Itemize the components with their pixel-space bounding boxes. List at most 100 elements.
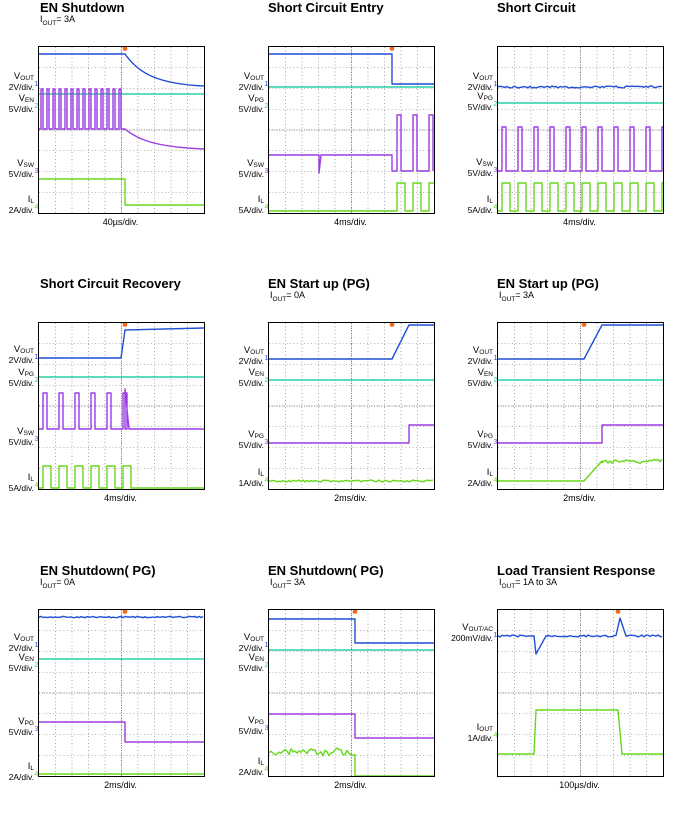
scope-panel: Short Circuit Recovery VOUT 2V/div. 1 VPG 5V/… bbox=[9, 276, 258, 536]
trace-vsw bbox=[498, 126, 663, 172]
scope-plot bbox=[39, 610, 204, 776]
scope-plot bbox=[498, 323, 663, 489]
time-per-division: 4ms/div. bbox=[334, 217, 367, 227]
channel-label: IOUT 1A/div. bbox=[467, 722, 493, 743]
channel-marker: 2 bbox=[34, 103, 39, 110]
channel-marker: 1 bbox=[264, 81, 269, 88]
time-per-division: 4ms/div. bbox=[104, 493, 137, 503]
panel-condition: IOUT= 3A bbox=[499, 290, 535, 303]
trace-vout bbox=[39, 327, 204, 359]
trace-il bbox=[269, 747, 434, 776]
scope-screen bbox=[497, 609, 664, 777]
channel-marker: 3 bbox=[264, 725, 269, 732]
scope-plot bbox=[498, 47, 663, 213]
trigger-marker bbox=[389, 47, 395, 51]
scope-center-axes bbox=[39, 610, 204, 776]
scope-panel: EN Start up (PG) IOUT= 3A VOUT 2V/div. 1 VEN 5… bbox=[468, 276, 676, 536]
channel-marker: 2 bbox=[34, 662, 39, 669]
channel-label: VPG 5V/div. bbox=[238, 429, 264, 450]
channel-label: VSW 5V/div. bbox=[238, 158, 264, 179]
trace-il bbox=[39, 178, 204, 206]
scope-screen bbox=[497, 46, 664, 214]
trace-vout bbox=[269, 618, 434, 644]
time-per-division: 2ms/div. bbox=[563, 493, 596, 503]
trace-vout bbox=[498, 324, 663, 360]
panel-condition: IOUT= 3A bbox=[40, 14, 76, 27]
channel-label: IL 2A/div. bbox=[238, 756, 264, 777]
channel-label: VPG 5V/div. bbox=[238, 715, 264, 736]
scope-screen bbox=[268, 609, 435, 777]
channel-label: VSW 5V/div. bbox=[8, 158, 34, 179]
channel-marker: 1 bbox=[493, 81, 498, 88]
channel-label: VSW 5V/div. bbox=[8, 426, 34, 447]
panel-condition: IOUT= 1A to 3A bbox=[499, 577, 558, 590]
scope-panel: EN Start up (PG) IOUT= 0A VOUT 2V/div. 1 VEN 5… bbox=[239, 276, 488, 536]
time-per-division: 2ms/div. bbox=[104, 780, 137, 790]
channel-label: VOUT 2V/div. bbox=[8, 632, 34, 653]
trace-vout bbox=[39, 615, 204, 619]
panel-condition: IOUT= 0A bbox=[270, 290, 306, 303]
channel-marker: 2 bbox=[264, 662, 269, 669]
trace-il bbox=[269, 182, 434, 212]
channel-label: VEN 5V/div. bbox=[467, 367, 493, 388]
channel-marker: 3 bbox=[34, 168, 39, 175]
channel-label: VPG 5V/div. bbox=[8, 367, 34, 388]
channel-label: VPG 5V/div. bbox=[238, 93, 264, 114]
channel-label: VOUT 2V/div. bbox=[238, 71, 264, 92]
panel-title: EN Shutdown bbox=[40, 0, 125, 15]
channel-label: VEN 5V/div. bbox=[238, 652, 264, 673]
channel-marker: 3 bbox=[493, 167, 498, 174]
trace-vout bbox=[498, 85, 663, 89]
channel-marker: 2 bbox=[493, 101, 498, 108]
channel-marker: 3 bbox=[34, 436, 39, 443]
trace-vsw bbox=[39, 88, 204, 150]
channel-marker: 2 bbox=[264, 103, 269, 110]
channel-marker: 1 bbox=[34, 354, 39, 361]
panel-title: EN Shutdown( PG) bbox=[40, 563, 156, 578]
trigger-marker bbox=[122, 47, 128, 51]
panel-title: EN Shutdown( PG) bbox=[268, 563, 384, 578]
trigger-marker bbox=[122, 610, 128, 614]
channel-label: IL 5A/div. bbox=[467, 194, 493, 215]
channel-marker: 2 bbox=[34, 377, 39, 384]
scope-screen bbox=[38, 46, 205, 214]
scope-panel: EN Shutdown( PG) IOUT= 3A VOUT 2V/div. 1 VEN 5… bbox=[239, 563, 488, 823]
scope-center-axes bbox=[498, 610, 663, 776]
channel-marker: 4 bbox=[493, 732, 498, 739]
channel-label: VOUT/AC 200mV/div. bbox=[451, 622, 493, 643]
trace-il bbox=[498, 182, 663, 212]
scope-panel: Load Transient Response IOUT= 1A to 3A VOU… bbox=[451, 563, 676, 823]
channel-label: IL 1A/div. bbox=[238, 467, 264, 488]
panel-title: Short Circuit Recovery bbox=[40, 276, 181, 291]
scope-panel: Short Circuit VOUT 2V/div. 1 VPG 5V/div. 2 VSW 5… bbox=[468, 0, 676, 260]
scope-screen bbox=[38, 609, 205, 777]
panel-title: EN Start up (PG) bbox=[268, 276, 370, 291]
channel-label: VPG 5V/div. bbox=[8, 716, 34, 737]
trace-iout bbox=[498, 709, 663, 755]
panel-condition: IOUT= 3A bbox=[270, 577, 306, 590]
scope-plot bbox=[269, 47, 434, 213]
channel-label: VOUT 2V/div. bbox=[8, 344, 34, 365]
channel-label: VOUT 2V/div. bbox=[238, 345, 264, 366]
channel-marker: 1 bbox=[493, 632, 498, 639]
channel-marker: 4 bbox=[493, 477, 498, 484]
channel-marker: 1 bbox=[264, 355, 269, 362]
channel-marker: 4 bbox=[264, 204, 269, 211]
channel-marker: 1 bbox=[34, 642, 39, 649]
trigger-marker bbox=[615, 610, 621, 614]
channel-label: VEN 5V/div. bbox=[238, 367, 264, 388]
trace-vsw bbox=[269, 114, 434, 174]
scope-plot bbox=[498, 610, 663, 776]
channel-marker: 1 bbox=[493, 355, 498, 362]
trace-vpg bbox=[269, 424, 434, 444]
scope-panel: EN Shutdown( PG) IOUT= 0A VOUT 2V/div. 1 VEN 5… bbox=[9, 563, 258, 823]
trace-il bbox=[269, 479, 434, 483]
channel-label: VEN 5V/div. bbox=[8, 93, 34, 114]
scope-screen bbox=[497, 322, 664, 490]
time-per-division: 40µs/div. bbox=[102, 217, 139, 227]
scope-center-axes bbox=[269, 610, 434, 776]
trace-il bbox=[498, 458, 663, 482]
channel-marker: 4 bbox=[493, 204, 498, 211]
channel-marker: 2 bbox=[264, 377, 269, 384]
trace-vout bbox=[269, 53, 434, 85]
